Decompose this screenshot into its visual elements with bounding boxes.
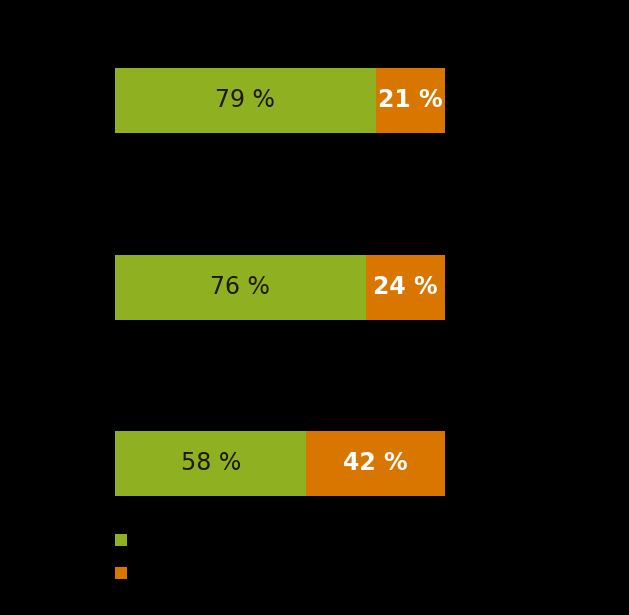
Text: 24 %: 24 % <box>373 275 438 299</box>
FancyBboxPatch shape <box>366 255 445 320</box>
FancyBboxPatch shape <box>376 68 445 132</box>
Bar <box>115 534 127 546</box>
FancyBboxPatch shape <box>115 68 376 132</box>
Text: 76 %: 76 % <box>211 275 270 299</box>
Text: 21 %: 21 % <box>378 88 443 112</box>
FancyBboxPatch shape <box>115 430 306 496</box>
Text: 79 %: 79 % <box>215 88 276 112</box>
Bar <box>115 567 127 579</box>
Text: 58 %: 58 % <box>181 451 241 475</box>
FancyBboxPatch shape <box>306 430 445 496</box>
Text: 42 %: 42 % <box>343 451 408 475</box>
FancyBboxPatch shape <box>115 255 366 320</box>
